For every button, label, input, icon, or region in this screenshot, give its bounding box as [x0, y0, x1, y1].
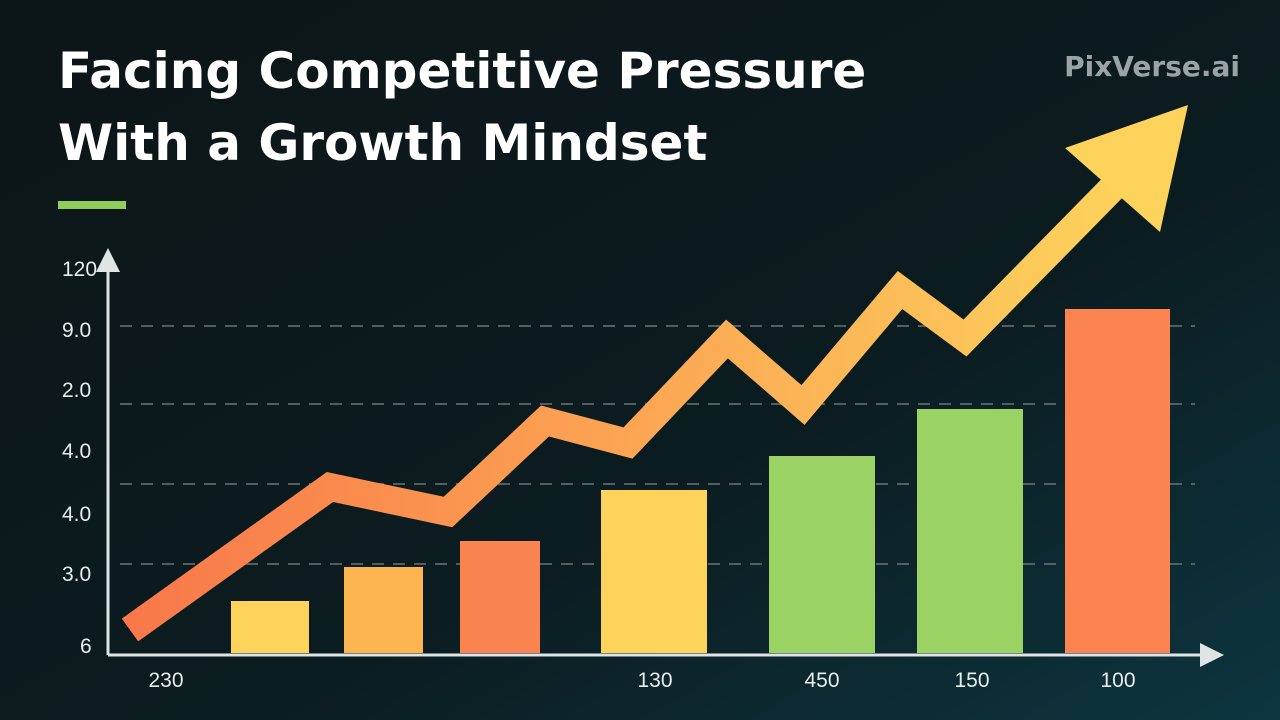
x-label: 130: [637, 669, 672, 692]
y-label: 9.0: [62, 319, 91, 342]
bar: [917, 409, 1023, 653]
bar: [1065, 309, 1170, 653]
x-labels: 230 130 450 150 100: [148, 669, 1135, 692]
x-label: 450: [804, 669, 839, 692]
arrow-line: [121, 158, 1142, 642]
x-axis-arrow: [1200, 643, 1224, 667]
x-label: 230: [148, 669, 183, 692]
accent-bar: [58, 201, 126, 209]
title-line: Facing Competitive Pressure: [58, 42, 866, 100]
growth-arrow: [121, 105, 1188, 642]
y-label: 6: [80, 635, 92, 658]
bar: [231, 601, 309, 653]
title-line: With a Growth Mindset: [58, 114, 707, 172]
axes: [96, 248, 1224, 667]
y-axis-arrow: [96, 248, 120, 272]
bar: [460, 541, 540, 653]
x-label: 100: [1100, 669, 1135, 692]
bar: [344, 567, 423, 653]
watermark: PixVerse.ai: [1064, 50, 1240, 83]
bars: [231, 309, 1170, 653]
bar: [769, 456, 875, 653]
y-label: 3.0: [62, 563, 91, 586]
y-labels: 120 9.0 2.0 4.0 4.0 3.0 6: [62, 258, 97, 658]
y-label: 4.0: [62, 503, 91, 526]
y-label: 4.0: [62, 440, 91, 463]
y-label: 2.0: [62, 379, 91, 402]
x-label: 150: [954, 669, 989, 692]
arrow-head: [1065, 105, 1188, 232]
grid: [120, 325, 1195, 565]
bar: [601, 490, 707, 653]
y-label: 120: [62, 258, 97, 281]
